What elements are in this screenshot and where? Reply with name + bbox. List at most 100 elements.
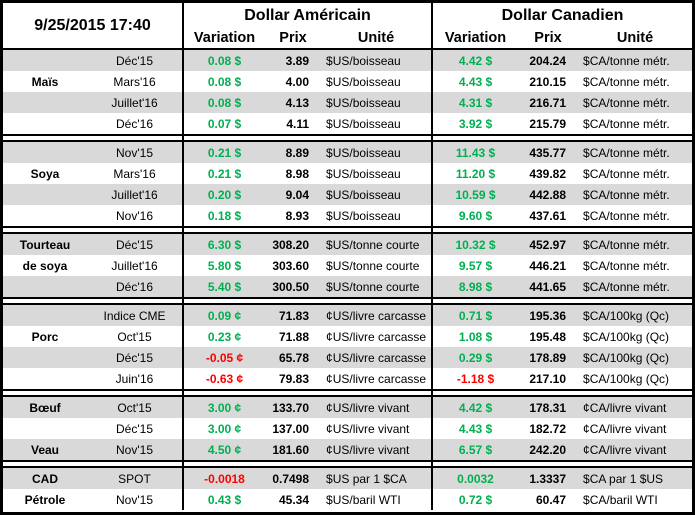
month-label: Juillet'16 bbox=[87, 184, 184, 205]
usd-price: 3.89 bbox=[265, 49, 322, 71]
usd-price: 79.83 bbox=[278, 371, 310, 386]
section-separator bbox=[3, 389, 692, 397]
month-label: Juillet'16 bbox=[87, 92, 184, 113]
month-label: Déc'16 bbox=[116, 116, 153, 131]
usd-variation: 5.80 $ bbox=[182, 255, 266, 276]
usd-unit: $US/boisseau bbox=[321, 141, 433, 163]
category-label bbox=[3, 92, 87, 113]
usd-unit: $US/tonne courte bbox=[321, 233, 433, 255]
usd-unit: $US/boisseau bbox=[326, 116, 401, 131]
month-label: Déc'15 bbox=[87, 347, 184, 368]
section-porc: Indice CME 0.09 ¢ 71.83 ¢US/livre carcas… bbox=[3, 304, 692, 390]
usd-price: 133.70 bbox=[265, 396, 322, 418]
cad-unit: $CA/tonne métr. bbox=[578, 92, 692, 113]
cad-variation: 4.42 $ bbox=[431, 49, 519, 71]
cad-variation-header: Variation bbox=[431, 28, 519, 50]
cad-variation: 9.57 $ bbox=[431, 255, 519, 276]
cad-variation: 11.20 $ bbox=[431, 163, 519, 184]
usd-variation: 0.07 $ bbox=[182, 113, 266, 135]
section-separator bbox=[3, 134, 692, 142]
category-label: CAD bbox=[3, 467, 87, 489]
table-row: Juillet'16 0.08 $ 4.13 $US/boisseau 4.31… bbox=[3, 92, 692, 113]
usd-price: 65.78 bbox=[265, 347, 322, 368]
month-label: SPOT bbox=[87, 467, 184, 489]
cad-price: 446.21 bbox=[529, 258, 567, 273]
usd-unite-header: Unité bbox=[321, 28, 433, 50]
table-row: Juillet'16 0.20 $ 9.04 $US/boisseau 10.5… bbox=[3, 184, 692, 205]
usd-variation: 0.21 $ bbox=[182, 163, 266, 184]
table-row: Indice CME 0.09 ¢ 71.83 ¢US/livre carcas… bbox=[3, 304, 692, 326]
cad-price: 437.61 bbox=[529, 208, 567, 223]
usd-price: 8.98 bbox=[285, 166, 310, 181]
table-row: Maïs Mars'16 0.08 $ 4.00 $US/boisseau 4.… bbox=[3, 71, 692, 92]
usd-unit: $US/tonne courte bbox=[326, 258, 420, 273]
usd-variation: 0.08 $ bbox=[182, 92, 266, 113]
table-row: Déc'16 0.07 $ 4.11 $US/boisseau 3.92 $ 2… bbox=[3, 113, 692, 135]
usd-price: 4.00 bbox=[285, 74, 310, 89]
usd-price: 8.89 bbox=[265, 141, 322, 163]
usd-unit: ¢US/livre carcasse bbox=[326, 329, 427, 344]
section-soya: Nov'15 0.21 $ 8.89 $US/boisseau 11.43 $ … bbox=[3, 141, 692, 227]
cad-unit: $CA/tonne métr. bbox=[583, 258, 670, 273]
usd-unit: $US/boisseau bbox=[326, 166, 401, 181]
cad-variation: 0.72 $ bbox=[431, 489, 519, 510]
category-label bbox=[3, 276, 87, 298]
usd-variation: 4.50 ¢ bbox=[182, 439, 266, 461]
cad-group-header: Dollar Canadien bbox=[431, 3, 692, 28]
cad-unit: $CA/tonne métr. bbox=[578, 49, 692, 71]
cad-variation: 3.92 $ bbox=[431, 113, 519, 135]
month-label: Mars'16 bbox=[113, 74, 156, 89]
table-row: Bœuf Oct'15 3.00 ¢ 133.70 ¢US/livre viva… bbox=[3, 396, 692, 418]
cad-price: 195.48 bbox=[529, 329, 567, 344]
usd-unit: ¢US/livre vivant bbox=[321, 396, 433, 418]
usd-price: 4.13 bbox=[265, 92, 322, 113]
commodity-price-table: 9/25/2015 17:40 Dollar Américain Dollar … bbox=[3, 3, 692, 510]
usd-price: 4.11 bbox=[286, 116, 310, 131]
section-mais: Déc'15 0.08 $ 3.89 $US/boisseau 4.42 $ 2… bbox=[3, 49, 692, 135]
cad-unit: $CA/tonne métr. bbox=[578, 184, 692, 205]
cad-unit: ¢CA/livre vivant bbox=[583, 421, 667, 436]
cad-price: 210.15 bbox=[529, 74, 567, 89]
category-label bbox=[3, 113, 87, 135]
category-label: Tourteau bbox=[3, 233, 87, 255]
cad-unit: $CA/100kg (Qc) bbox=[583, 329, 670, 344]
usd-price: 0.7498 bbox=[265, 467, 322, 489]
usd-price: 8.93 bbox=[285, 208, 310, 223]
table-row: Soya Mars'16 0.21 $ 8.98 $US/boisseau 11… bbox=[3, 163, 692, 184]
month-label: Juillet'16 bbox=[111, 258, 158, 273]
usd-price: 308.20 bbox=[265, 233, 322, 255]
cad-unit: $CA/tonne métr. bbox=[578, 141, 692, 163]
cad-variation: 6.57 $ bbox=[431, 439, 519, 461]
category-label: Bœuf bbox=[3, 396, 87, 418]
table-row: Nov'15 0.21 $ 8.89 $US/boisseau 11.43 $ … bbox=[3, 141, 692, 163]
table-row: Pétrole Nov'15 0.43 $ 45.34 $US/baril WT… bbox=[3, 489, 692, 510]
cad-unit: $CA/100kg (Qc) bbox=[578, 304, 692, 326]
table-row: Porc Oct'15 0.23 ¢ 71.88 ¢US/livre carca… bbox=[3, 326, 692, 347]
month-label: Nov'15 bbox=[87, 141, 184, 163]
section-separator bbox=[3, 297, 692, 305]
usd-variation: 6.30 $ bbox=[182, 233, 266, 255]
table-row: Déc'16 5.40 $ 300.50 $US/tonne courte 8.… bbox=[3, 276, 692, 298]
cad-price: 178.31 bbox=[518, 396, 579, 418]
category-label bbox=[3, 205, 87, 227]
table-header: 9/25/2015 17:40 Dollar Américain Dollar … bbox=[3, 3, 692, 50]
usd-variation: 5.40 $ bbox=[182, 276, 266, 298]
cad-price: 182.72 bbox=[529, 421, 567, 436]
cad-price: 1.3337 bbox=[518, 467, 579, 489]
cad-variation: 4.42 $ bbox=[431, 396, 519, 418]
table-row: Déc'15 0.08 $ 3.89 $US/boisseau 4.42 $ 2… bbox=[3, 49, 692, 71]
group-header-row: 9/25/2015 17:40 Dollar Américain Dollar … bbox=[3, 3, 692, 50]
table-row: CAD SPOT -0.0018 0.7498 $US par 1 $CA 0.… bbox=[3, 467, 692, 489]
table-row: Tourteau Déc'15 6.30 $ 308.20 $US/tonne … bbox=[3, 233, 692, 255]
cad-variation: 1.08 $ bbox=[431, 326, 519, 347]
cad-unit: $CA/100kg (Qc) bbox=[578, 347, 692, 368]
section-separator bbox=[3, 460, 692, 468]
cad-unit: $CA/tonne métr. bbox=[578, 276, 692, 298]
category-label: Soya bbox=[30, 166, 60, 181]
section-separator bbox=[3, 226, 692, 234]
month-label: Nov'15 bbox=[116, 492, 153, 507]
usd-price: 300.50 bbox=[265, 276, 322, 298]
usd-unit: $US/boisseau bbox=[321, 184, 433, 205]
category-label: de soya bbox=[22, 258, 68, 273]
cad-unit: ¢CA/livre vivant bbox=[578, 396, 692, 418]
